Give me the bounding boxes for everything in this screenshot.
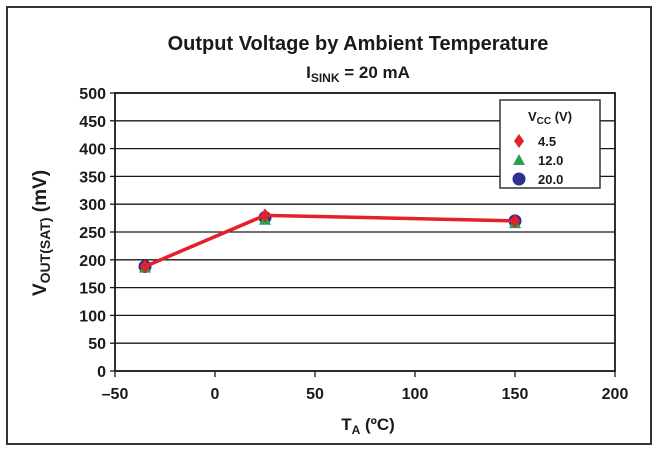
y-tick-label: 250 xyxy=(79,225,106,242)
x-tick-label: 50 xyxy=(306,386,324,403)
x-tick-label: –50 xyxy=(102,386,129,403)
x-tick-labels: –50 0 50 100 150 200 xyxy=(102,386,629,403)
series-layer xyxy=(138,208,522,274)
legend-marker-diamond xyxy=(514,134,524,148)
legend: VCC (V) 4.5 12.0 20.0 xyxy=(499,99,601,189)
legend-marker-circle xyxy=(512,172,526,186)
y-tick-label: 200 xyxy=(79,253,106,270)
x-axis-label: TA (ºC) xyxy=(341,415,395,437)
legend-title: VCC (V) xyxy=(528,109,572,127)
y-tick-labels: 0 50 100 150 200 250 300 350 400 450 500 xyxy=(79,86,106,381)
chart-subtitle: ISINK = 20 mA xyxy=(306,63,410,85)
y-tick-label: 500 xyxy=(79,86,106,103)
y-tick-label: 150 xyxy=(79,281,106,298)
series-line xyxy=(144,213,516,269)
y-tick-label: 350 xyxy=(79,169,106,186)
y-tick-label: 0 xyxy=(97,364,106,381)
y-tick-label: 100 xyxy=(79,308,106,325)
grid xyxy=(110,92,616,377)
legend-item-label: 12.0 xyxy=(538,153,563,168)
x-tick-label: 150 xyxy=(502,386,529,403)
legend-item-label: 4.5 xyxy=(538,134,556,149)
x-tick-label: 200 xyxy=(602,386,629,403)
y-axis-label: VOUT(SAT) (mV) xyxy=(30,170,53,296)
y-tick-label: 50 xyxy=(88,336,106,353)
legend-items: 4.5 12.0 20.0 xyxy=(512,134,563,187)
y-tick-label: 300 xyxy=(79,197,106,214)
x-tick-label: 0 xyxy=(211,386,220,403)
y-tick-label: 400 xyxy=(79,142,106,159)
legend-item-label: 20.0 xyxy=(538,172,563,187)
chart-title: Output Voltage by Ambient Temperature xyxy=(168,33,549,55)
x-tick-label: 100 xyxy=(402,386,429,403)
y-tick-label: 450 xyxy=(79,114,106,131)
legend-marker-triangle xyxy=(513,154,525,165)
